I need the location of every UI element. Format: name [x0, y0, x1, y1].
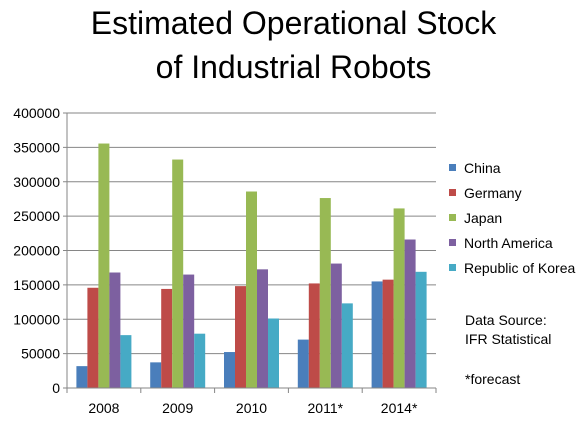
legend-label: North America	[464, 234, 553, 251]
data-source-line-1: Data Source:	[465, 312, 547, 328]
bar-north-america-2010	[257, 269, 268, 388]
x-tick-label: 2014*	[381, 400, 418, 416]
legend-swatch	[449, 264, 456, 271]
x-tick-label: 2011*	[308, 400, 344, 416]
bar-china-2008	[76, 366, 88, 388]
y-tick-label: 100000	[13, 311, 60, 327]
bar-republic-of-korea-2010	[268, 318, 279, 388]
bar-republic-of-korea-2014	[415, 271, 427, 388]
bar-germany-2008	[87, 287, 99, 388]
y-tick-label: 350000	[13, 139, 60, 155]
bar-china-2009	[150, 362, 162, 388]
legend-label: Japan	[464, 209, 503, 226]
bar-republic-of-korea-2011	[341, 303, 353, 388]
bar-china-2010	[224, 352, 235, 388]
y-tick-label: 200000	[13, 243, 60, 259]
bar-japan-2008	[98, 143, 110, 388]
y-tick-label: 400000	[13, 105, 60, 121]
legend-item-japan: Japan	[449, 205, 575, 230]
data-source-note: Data Source: IFR Statistical	[465, 311, 551, 349]
legend-label: Germany	[464, 184, 522, 201]
bar-japan-2011	[319, 198, 331, 388]
bar-germany-2014	[382, 279, 394, 388]
y-tick-label: 250000	[13, 208, 60, 224]
y-tick-label: 300000	[13, 174, 60, 190]
legend-item-north-america: North America	[449, 230, 575, 255]
x-tick-label: 2009	[162, 400, 193, 416]
bar-china-2011	[297, 339, 309, 388]
bar-republic-of-korea-2008	[120, 335, 132, 388]
legend-label: Republic of Korea	[464, 259, 576, 276]
legend-label: China	[464, 159, 501, 176]
bar-japan-2009	[172, 159, 184, 388]
legend-swatch	[449, 189, 456, 196]
data-source-line-2: IFR Statistical	[465, 331, 552, 347]
bar-north-america-2009	[183, 274, 195, 388]
bar-germany-2011	[308, 283, 320, 388]
legend-item-germany: Germany	[449, 180, 575, 205]
legend-swatch	[449, 214, 456, 221]
x-tick-label: 2008	[88, 400, 119, 416]
bar-north-america-2011	[330, 263, 342, 388]
bar-japan-2010	[246, 191, 257, 388]
forecast-note: *forecast	[465, 371, 521, 387]
chart-title-line-1: Estimated Operational Stock	[90, 5, 497, 41]
bar-republic-of-korea-2009	[194, 333, 206, 388]
bar-germany-2010	[235, 286, 246, 388]
chart-title-line-2: of Industrial Robots	[155, 49, 432, 85]
y-tick-label: 0	[52, 380, 60, 396]
legend: China Germany Japan North America Republ…	[449, 155, 575, 280]
y-tick-label: 150000	[13, 277, 60, 293]
x-tick-label: 2010	[236, 400, 267, 416]
y-tick-label: 50000	[21, 346, 60, 362]
legend-swatch	[449, 164, 456, 171]
bar-north-america-2008	[109, 272, 121, 388]
bar-japan-2014	[393, 208, 405, 388]
bar-germany-2009	[161, 288, 173, 388]
legend-swatch	[449, 239, 456, 246]
bar-china-2014	[371, 281, 383, 388]
legend-item-republic-of-korea: Republic of Korea	[449, 255, 575, 280]
legend-item-china: China	[449, 155, 575, 180]
bar-north-america-2014	[404, 239, 416, 388]
